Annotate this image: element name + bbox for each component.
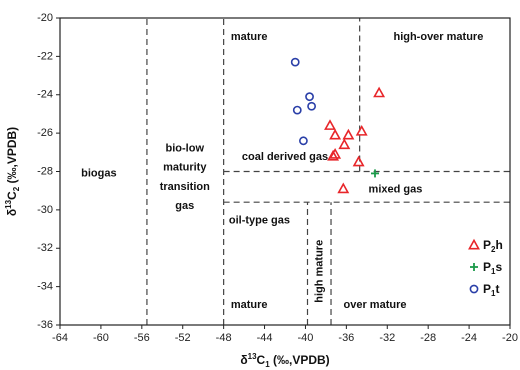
legend-marker — [468, 238, 480, 250]
y-tick-label: -26 — [37, 127, 53, 139]
region-label: transition — [160, 181, 210, 193]
legend-marker — [470, 263, 478, 271]
legend-item: P1t — [469, 282, 499, 298]
y-tick-label: -28 — [37, 165, 53, 177]
data-point-p1s — [371, 169, 379, 178]
data-point-p1t — [305, 92, 314, 102]
y-tick-label: -22 — [37, 50, 53, 62]
region-label: gas — [175, 200, 194, 212]
legend-label: P1s — [483, 260, 502, 276]
y-tick-label: -24 — [37, 89, 53, 101]
x-tick-label: -56 — [134, 332, 150, 344]
x-tick-label: -24 — [461, 332, 477, 344]
x-axis: -64 -60 -56 -52 -48 -44 -40 -36 -32 -28 -24 -20 — [52, 325, 518, 344]
x-tick-label: -52 — [175, 332, 191, 344]
region-label: high mature — [314, 240, 326, 303]
legend-item: P2h — [468, 238, 503, 254]
y-tick-label: -34 — [37, 281, 53, 293]
x-tick-label: -64 — [52, 332, 68, 344]
region-labels: biogas bio-low maturity transition gas mature… — [81, 31, 483, 311]
legend-label: P2h — [483, 238, 503, 254]
region-label: mixed gas — [369, 184, 423, 196]
x-tick-label: -44 — [257, 332, 273, 344]
y-tick-label: -36 — [37, 319, 53, 331]
data-point-p2h — [324, 119, 336, 130]
data-point-p2h — [329, 147, 342, 159]
y-tick-label: -32 — [37, 242, 53, 254]
data-point-p2h — [337, 182, 350, 194]
legend-marker — [469, 284, 479, 294]
data-point-p1t — [292, 105, 302, 115]
data-markers — [290, 57, 386, 194]
data-point-p2h — [327, 149, 340, 161]
x-tick-label: -28 — [420, 332, 436, 344]
region-label: over mature — [344, 299, 407, 311]
region-label: bio-low — [166, 142, 205, 154]
y-tick-label: -20 — [37, 12, 53, 24]
region-label: maturity — [163, 162, 207, 174]
y-axis-title: δ13C2 (‰,VPDB) — [4, 127, 21, 216]
legend: P2h P1s P1t — [468, 238, 503, 298]
x-tick-label: -36 — [338, 332, 354, 344]
data-point-p1t — [290, 57, 300, 67]
x-tick-label: -32 — [379, 332, 395, 344]
legend-item: P1s — [470, 260, 502, 276]
region-label: biogas — [81, 167, 116, 179]
region-label: mature — [231, 31, 268, 43]
x-tick-label: -40 — [298, 332, 314, 344]
data-point-p2h — [342, 128, 355, 140]
data-point-p2h — [352, 155, 365, 167]
x-tick-label: -20 — [502, 332, 518, 344]
legend-label: P1t — [483, 282, 499, 298]
data-point-p1t — [307, 101, 316, 111]
x-axis-title: δ13C1 (‰,VPDB) — [240, 352, 329, 369]
region-boundaries — [146, 18, 510, 325]
data-point-p2h — [355, 124, 368, 136]
y-tick-label: -30 — [37, 204, 53, 216]
data-point-p2h — [373, 86, 386, 98]
x-tick-label: -48 — [216, 332, 232, 344]
data-point-p2h — [329, 128, 342, 140]
region-label: coal derived gas — [242, 151, 328, 163]
region-label: high-over mature — [393, 31, 483, 43]
data-point-p1t — [299, 136, 308, 146]
data-point-p2h — [338, 138, 351, 150]
x-tick-label: -60 — [93, 332, 109, 344]
region-label: mature — [231, 299, 268, 311]
y-axis: -36 -34 -32 -30 -28 -26 -24 -22 -20 — [37, 12, 60, 331]
region-label: oil-type gas — [229, 214, 290, 226]
